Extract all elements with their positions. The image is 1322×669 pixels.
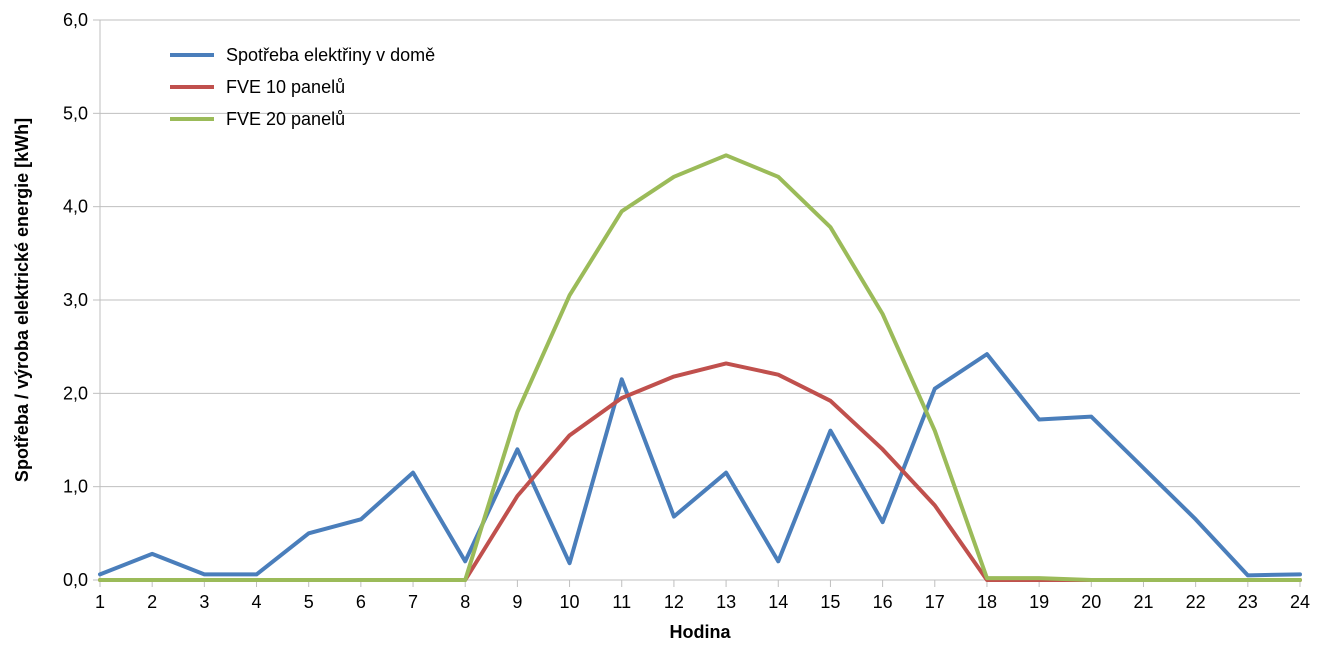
x-tick-label: 22	[1186, 592, 1206, 612]
x-tick-label: 21	[1133, 592, 1153, 612]
y-tick-label: 6,0	[63, 10, 88, 30]
legend-label-0: Spotřeba elektřiny v domě	[226, 45, 435, 65]
y-tick-label: 0,0	[63, 570, 88, 590]
x-tick-label: 5	[304, 592, 314, 612]
x-tick-label: 19	[1029, 592, 1049, 612]
x-tick-label: 17	[925, 592, 945, 612]
x-tick-label: 11	[612, 592, 631, 612]
x-tick-label: 18	[977, 592, 997, 612]
y-axis-label: Spotřeba / výroba elektrické energie [kW…	[12, 118, 32, 482]
x-tick-label: 10	[560, 592, 580, 612]
x-axis-label: Hodina	[670, 622, 732, 642]
x-tick-label: 24	[1290, 592, 1310, 612]
y-tick-label: 4,0	[63, 197, 88, 217]
x-tick-label: 2	[147, 592, 157, 612]
y-tick-label: 5,0	[63, 103, 88, 123]
x-tick-label: 6	[356, 592, 366, 612]
y-tick-label: 3,0	[63, 290, 88, 310]
x-tick-label: 9	[512, 592, 522, 612]
legend-label-2: FVE 20 panelů	[226, 109, 345, 129]
x-tick-label: 16	[873, 592, 893, 612]
x-tick-label: 20	[1081, 592, 1101, 612]
x-tick-label: 15	[820, 592, 840, 612]
chart-svg: 1234567891011121314151617181920212223240…	[0, 0, 1322, 669]
x-tick-label: 14	[768, 592, 788, 612]
x-tick-label: 7	[408, 592, 418, 612]
x-tick-label: 1	[95, 592, 105, 612]
x-tick-label: 12	[664, 592, 684, 612]
y-tick-label: 1,0	[63, 477, 88, 497]
x-tick-label: 4	[252, 592, 262, 612]
x-tick-label: 3	[199, 592, 209, 612]
x-tick-label: 13	[716, 592, 736, 612]
legend-label-1: FVE 10 panelů	[226, 77, 345, 97]
x-tick-label: 8	[460, 592, 470, 612]
x-tick-label: 23	[1238, 592, 1258, 612]
y-tick-label: 2,0	[63, 383, 88, 403]
line-chart: 1234567891011121314151617181920212223240…	[0, 0, 1322, 669]
